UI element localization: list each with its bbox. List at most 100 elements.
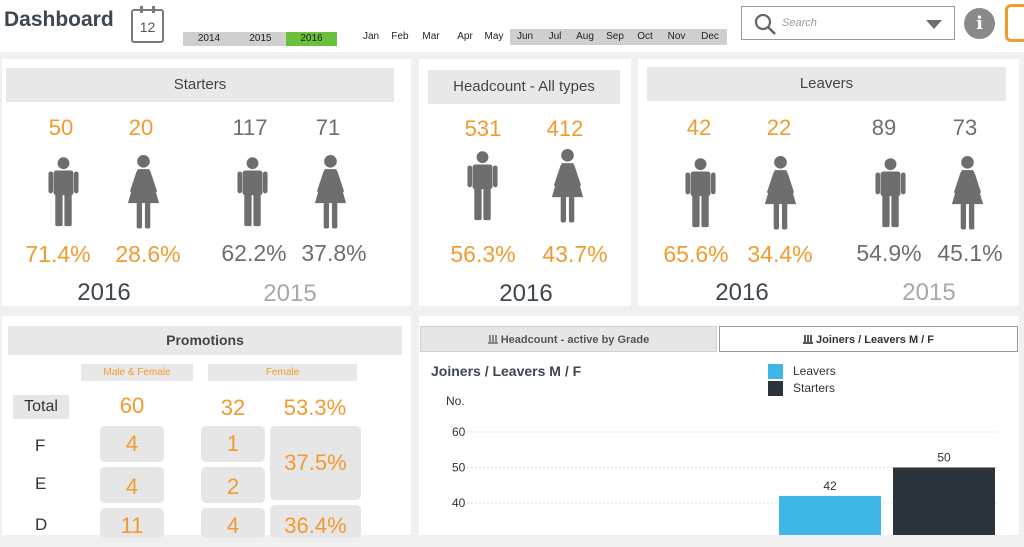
month-feb[interactable]: Feb — [391, 31, 409, 42]
menu-button[interactable] — [1005, 4, 1024, 42]
grade-d-female: 4 — [201, 508, 265, 538]
y-tick-label: 40 — [452, 496, 466, 510]
month-apr[interactable]: Apr — [457, 31, 473, 42]
year-2015[interactable]: 2015 — [249, 33, 272, 44]
bar-chart-icon — [803, 335, 813, 344]
year-selector: 2014 2015 2016 — [183, 32, 337, 46]
starters-2015-female-pct: 37.8% — [301, 240, 367, 266]
month-jul[interactable]: Jul — [540, 29, 570, 45]
bar-chart-icon — [487, 335, 498, 344]
grade-e-label: E — [35, 474, 47, 493]
promotions-col-all: Male & Female — [81, 364, 193, 381]
leavers-year-2016: 2016 — [715, 279, 769, 306]
starters-2016-male-pct: 71.4% — [25, 241, 91, 267]
y-axis-label: No. — [446, 394, 465, 408]
tab-label: Headcount - active by Grade — [500, 334, 650, 346]
leavers-title: Leavers — [647, 67, 1006, 101]
search-box[interactable]: Search — [741, 6, 955, 40]
bar-starters[interactable] — [893, 467, 995, 536]
starters-2015-male-count: 117 — [232, 115, 268, 140]
leavers-2016-female-count: 22 — [766, 115, 792, 140]
y-tick-label: 60 — [452, 425, 466, 439]
headcount-title: Headcount - All types — [428, 70, 620, 104]
female-icon — [949, 155, 986, 230]
tab-headcount-by-grade[interactable]: Headcount - active by Grade — [420, 326, 717, 352]
y-tick-label: 50 — [452, 461, 466, 475]
male-icon — [48, 154, 79, 229]
promotions-total-female: 32 — [220, 395, 246, 420]
headcount-male-pct: 56.3% — [450, 241, 516, 267]
promotions-total-pct: 53.3% — [283, 395, 347, 420]
starters-title: Starters — [6, 68, 394, 102]
legend-label-leavers: Leavers — [793, 364, 836, 378]
info-icon[interactable]: i — [964, 8, 995, 39]
starters-2015-female-count: 71 — [315, 115, 341, 140]
promotions-total-label: Total — [13, 395, 69, 419]
grade-f-female: 1 — [201, 426, 265, 462]
headcount-female-count: 412 — [546, 116, 584, 141]
month-mar[interactable]: Mar — [422, 31, 440, 42]
leavers-2016-male-count: 42 — [686, 115, 712, 140]
year-2016[interactable]: 2016 — [286, 32, 337, 46]
starters-2016-male-count: 50 — [48, 115, 74, 140]
starters-2016-female-count: 20 — [128, 115, 154, 140]
year-2014[interactable]: 2014 — [197, 33, 221, 44]
month-jun[interactable]: Jun — [510, 29, 540, 45]
month-jan[interactable]: Jan — [362, 31, 380, 42]
search-placeholder: Search — [782, 17, 817, 29]
bar-leavers[interactable] — [779, 495, 881, 535]
tab-joiners-leavers[interactable]: Joiners / Leavers M / F — [719, 326, 1018, 352]
male-icon — [685, 155, 716, 230]
leavers-2016-male-pct: 65.6% — [663, 241, 729, 267]
page-title: Dashboard — [4, 8, 114, 31]
leavers-year-2015: 2015 — [902, 279, 956, 306]
leavers-2016-female-pct: 34.4% — [747, 241, 813, 267]
grade-d-all: 11 — [100, 508, 164, 538]
female-icon — [312, 154, 349, 229]
female-icon — [125, 154, 162, 229]
headcount-year-2016: 2016 — [499, 280, 553, 307]
legend-label-starters: Starters — [793, 381, 836, 395]
promotions-col-female: Female — [208, 364, 357, 381]
data-label-starters: 50 — [937, 451, 951, 465]
data-label-leavers: 42 — [823, 479, 837, 493]
bar-chart: 40 50 60 42 50 — [452, 425, 999, 536]
chart-title: Joiners / Leavers M / F — [431, 363, 582, 379]
top-bar: Dashboard 12 2014 2015 2016 Jan Feb Mar … — [0, 0, 1024, 52]
search-icon — [754, 13, 776, 35]
grade-fe-pct: 37.5% — [270, 426, 361, 500]
grade-d-pct: 36.4% — [270, 505, 361, 538]
legend-swatch-starters — [768, 381, 783, 396]
starters-2015-male-pct: 62.2% — [221, 240, 287, 266]
leavers-2015-female-count: 73 — [952, 115, 978, 140]
month-selector: Jan Feb Mar Apr May Jun Jul Aug Sep Oct … — [357, 29, 727, 45]
month-sep[interactable]: Sep — [600, 29, 630, 45]
month-nov[interactable]: Nov — [660, 29, 693, 45]
headcount-male-count: 531 — [464, 116, 502, 141]
female-icon — [762, 155, 799, 230]
grade-f-label: F — [35, 436, 46, 455]
grade-f-all: 4 — [100, 426, 164, 462]
grade-d-label: D — [35, 515, 48, 534]
headcount-female-pct: 43.7% — [542, 241, 608, 267]
month-may[interactable]: May — [484, 31, 504, 42]
month-oct[interactable]: Oct — [630, 29, 660, 45]
promotions-total-all: 60 — [119, 393, 145, 418]
starters-2016-female-pct: 28.6% — [115, 241, 181, 267]
grade-e-female: 2 — [201, 467, 265, 503]
male-icon — [467, 148, 498, 223]
month-aug[interactable]: Aug — [570, 29, 600, 45]
chevron-down-icon[interactable] — [926, 20, 942, 29]
promotions-title: Promotions — [8, 326, 402, 355]
leavers-2015-male-pct: 54.9% — [856, 240, 922, 266]
leavers-2015-male-count: 89 — [871, 115, 897, 140]
starters-year-2015: 2015 — [263, 280, 317, 307]
male-icon — [237, 154, 268, 229]
legend-swatch-leavers — [768, 364, 783, 379]
calendar-icon[interactable]: 12 — [131, 6, 164, 43]
leavers-2015-female-pct: 45.1% — [937, 240, 1003, 266]
month-dec[interactable]: Dec — [693, 29, 727, 45]
grade-e-all: 4 — [100, 467, 164, 503]
male-icon — [875, 155, 906, 230]
tab-label: Joiners / Leavers M / F — [816, 334, 934, 346]
